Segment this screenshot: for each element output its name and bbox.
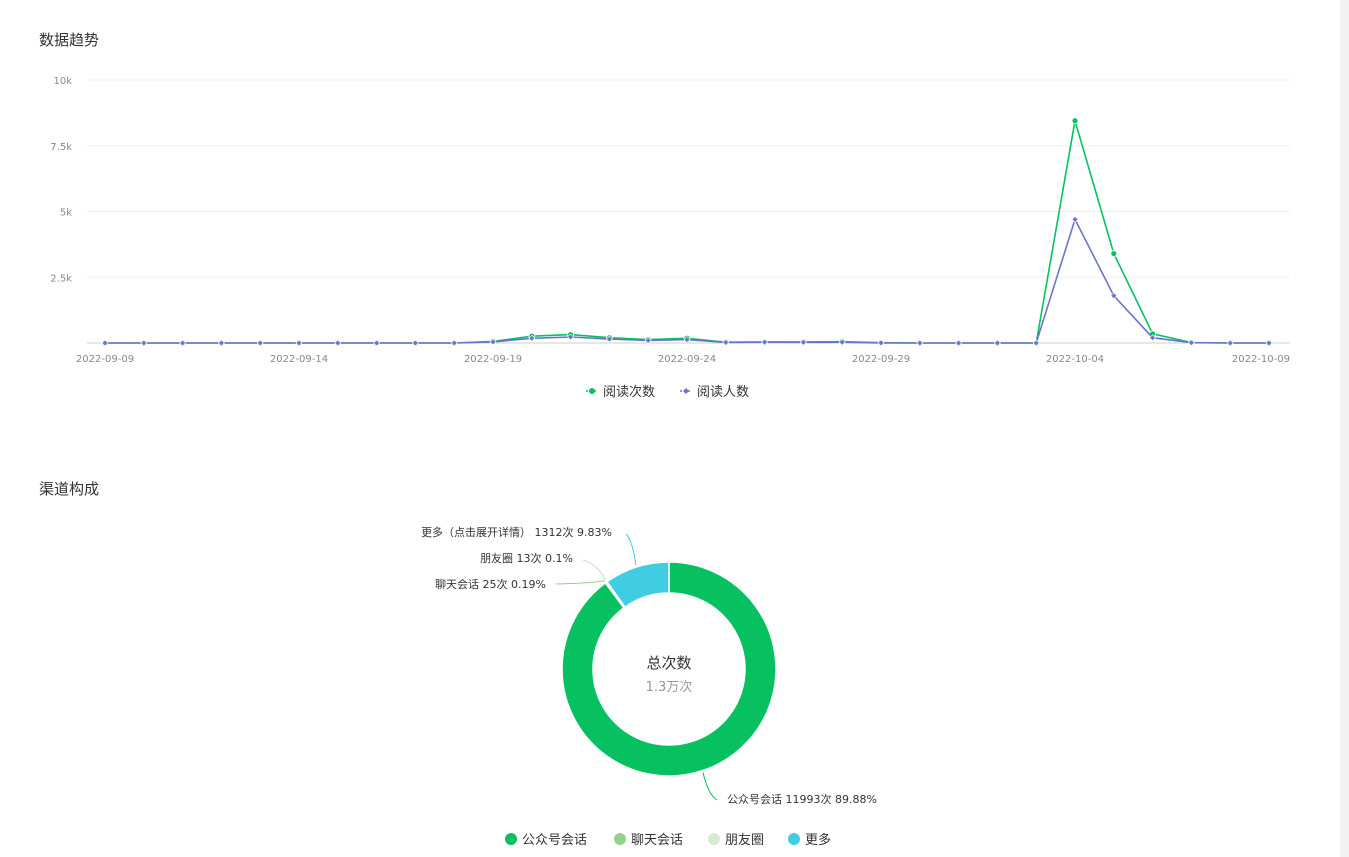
trend-line-chart: 2.5k 5k 7.5k 10k 2022-09-09 2022-09-14 2022-09… [50, 76, 1290, 400]
series-point [877, 339, 885, 347]
legend-label: 更多 [805, 832, 831, 848]
legend-item-2: 聊天会话 [614, 833, 683, 848]
series-point [993, 339, 1001, 347]
series-point [295, 339, 303, 347]
x-tick-label: 2022-10-09 [1232, 354, 1290, 365]
slice-leader-line [582, 559, 607, 581]
series-point [567, 333, 575, 341]
legend-item-1: 公众号会话 [505, 833, 587, 848]
series-point [955, 339, 963, 347]
y-tick-label: 7.5k [50, 142, 72, 153]
series-line-2 [105, 217, 1269, 344]
x-tick-label: 2022-09-24 [658, 354, 716, 365]
series-point [683, 336, 691, 344]
scrollbar-track[interactable] [1340, 0, 1349, 857]
x-tick-label: 2022-09-09 [76, 354, 134, 365]
trend-section-title: 数据趋势 [39, 31, 100, 49]
series-point [411, 339, 419, 347]
slice-label: 公众号会话 11993次 89.88% [727, 792, 877, 806]
donut-center-title: 总次数 [646, 654, 691, 672]
series-point [489, 338, 497, 346]
channel-section-title: 渠道构成 [39, 480, 100, 498]
series-point [179, 339, 187, 347]
series-point [373, 339, 381, 347]
x-tick-label: 2022-09-19 [464, 354, 522, 365]
series-point [761, 338, 769, 346]
series-point [1187, 339, 1195, 347]
legend-marker [614, 833, 626, 845]
legend-item-1: 阅读次数 [586, 384, 655, 400]
series-point [799, 338, 807, 346]
series-point [334, 339, 342, 347]
series-point [838, 338, 846, 346]
series-point [528, 334, 536, 342]
legend-label: 阅读人数 [697, 385, 749, 400]
legend-marker [788, 833, 800, 845]
donut-slice-4 [605, 561, 670, 609]
legend-item-4: 更多 [788, 832, 831, 848]
legend-label: 阅读次数 [603, 384, 655, 400]
series-point [722, 339, 730, 346]
slice-label: 聊天会话 25次 0.19% [435, 577, 546, 591]
series-point [1226, 339, 1234, 347]
series-point [256, 339, 264, 347]
series-point [1265, 339, 1273, 347]
legend-label: 聊天会话 [631, 833, 683, 848]
legend-label: 公众号会话 [522, 833, 587, 848]
x-tick-label: 2022-09-14 [270, 354, 328, 365]
series-point [1071, 215, 1079, 223]
x-tick-label: 2022-09-29 [852, 354, 910, 365]
series-point [1110, 292, 1118, 300]
slice-leader-line [555, 580, 605, 585]
series-point [1032, 339, 1040, 347]
y-tick-label: 5k [60, 208, 72, 219]
y-tick-label: 10k [53, 76, 72, 87]
donut-slice-1 [561, 561, 777, 777]
legend-label: 朋友圈 [725, 832, 764, 848]
legend-item-2: 阅读人数 [680, 385, 749, 400]
series-point [1110, 250, 1118, 257]
series-point [644, 336, 652, 344]
x-tick-label: 2022-10-04 [1046, 354, 1104, 365]
series-point [140, 339, 148, 347]
legend-marker [683, 388, 689, 394]
series-line-1 [105, 120, 1269, 344]
series-point [605, 335, 613, 343]
series-point [1071, 117, 1079, 125]
series-point [217, 339, 225, 347]
channel-donut-chart: 公众号会话 11993次 89.88% 聊天会话 25次 0.19% 朋友圈 13次… [421, 525, 877, 848]
legend-marker [589, 388, 595, 394]
series-point [101, 339, 109, 347]
legend-item-3: 朋友圈 [708, 832, 764, 848]
y-tick-label: 2.5k [50, 273, 72, 284]
slice-label: 更多（点击展开详情） 1312次 9.83% [421, 525, 612, 539]
slice-label: 朋友圈 13次 0.1% [480, 551, 573, 565]
series-point [916, 339, 924, 347]
series-point [450, 339, 458, 347]
slice-leader-line [702, 772, 718, 801]
donut-center-value: 1.3万次 [646, 679, 693, 695]
legend-marker [708, 833, 720, 845]
legend-marker [505, 833, 517, 845]
series-point [1149, 334, 1157, 342]
slice-leader-line [625, 533, 637, 566]
